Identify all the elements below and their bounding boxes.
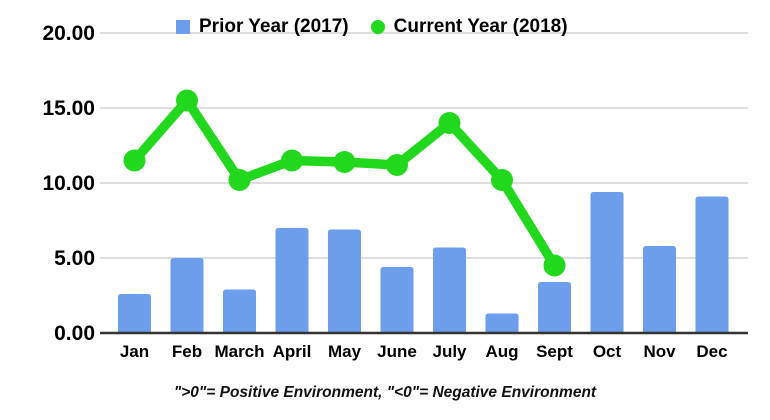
x-axis-label-may: May: [328, 342, 362, 361]
chart-legend: Prior Year (2017) Current Year (2018): [176, 16, 568, 38]
bar-April: [275, 228, 309, 333]
chart-caption: ">0"= Positive Environment, "<0"= Negati…: [173, 384, 597, 401]
bar-Feb: [170, 258, 204, 333]
x-axis-label-sept: Sept: [536, 342, 573, 361]
x-axis-label-feb: Feb: [172, 342, 202, 361]
bar-Dec: [695, 196, 729, 333]
point-Sept: [543, 254, 566, 277]
x-axis-label-jan: Jan: [120, 342, 149, 361]
line-series-marker-icon: [370, 20, 385, 34]
bar-Sept: [538, 282, 571, 333]
x-axis-label-aug: Aug: [485, 342, 518, 361]
x-axis-label-dec: Dec: [696, 342, 727, 361]
legend-item-current-year: Current Year (2018): [370, 16, 568, 38]
bar-Aug: [485, 313, 519, 333]
bar-series-marker-icon: [176, 20, 190, 34]
y-axis-label: 15.00: [42, 97, 95, 120]
point-Feb: [176, 89, 198, 112]
point-Jan: [123, 149, 146, 172]
bar-Nov: [643, 246, 676, 333]
bar-Oct: [590, 192, 624, 333]
bar-March: [223, 289, 256, 333]
x-axis-label-nov: Nov: [643, 342, 676, 361]
y-axis-label: 0.00: [54, 322, 95, 345]
legend-label-prior-year: Prior Year (2017): [199, 16, 349, 37]
bar-May: [328, 229, 361, 333]
y-axis-label: 10.00: [42, 172, 95, 195]
point-July: [438, 112, 461, 134]
x-axis-label-july: July: [432, 342, 467, 361]
point-March: [228, 169, 251, 191]
point-Aug: [491, 169, 513, 191]
x-axis-label-april: April: [273, 342, 312, 361]
y-axis-label: 20.00: [42, 22, 95, 45]
bar-June: [380, 267, 414, 333]
bar-July: [433, 247, 466, 333]
x-axis-label-june: June: [377, 342, 417, 361]
x-axis-label-march: March: [214, 342, 264, 361]
point-June: [386, 154, 408, 176]
legend-item-prior-year: Prior Year (2017): [176, 16, 349, 38]
point-May: [333, 151, 356, 173]
x-axis-label-oct: Oct: [593, 342, 622, 361]
bar-Jan: [118, 294, 151, 333]
legend-label-current-year: Current Year (2018): [393, 16, 568, 37]
point-April: [281, 149, 303, 172]
y-axis-label: 5.00: [54, 247, 95, 270]
